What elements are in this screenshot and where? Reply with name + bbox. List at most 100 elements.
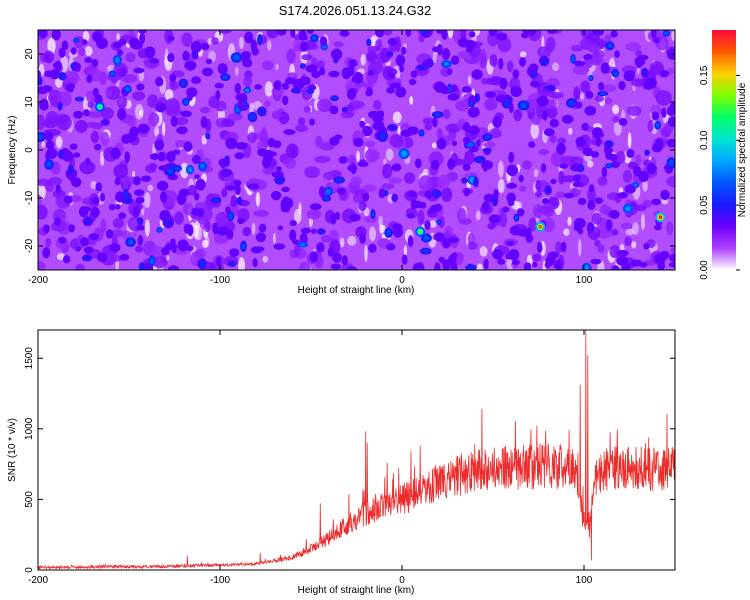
heatmap-trough bbox=[84, 46, 93, 57]
heatmap-peak bbox=[124, 151, 131, 164]
heatmap-peak bbox=[442, 48, 450, 60]
heatmap-peak bbox=[177, 239, 189, 252]
heatmap-cell bbox=[78, 47, 86, 57]
heatmap-peak bbox=[468, 31, 476, 38]
heatmap-cell bbox=[601, 84, 617, 93]
heatmap-peak bbox=[417, 262, 424, 270]
heatmap-peak bbox=[233, 179, 242, 187]
heatmap-peak bbox=[601, 166, 608, 178]
heatmap-trough bbox=[513, 201, 523, 209]
heatmap-cell bbox=[422, 117, 434, 125]
heatmap-peak bbox=[95, 182, 103, 192]
heatmap-peak-core bbox=[110, 71, 115, 76]
heatmap-peak bbox=[195, 178, 206, 191]
heatmap-trough bbox=[364, 244, 368, 263]
heatmap-peak-core bbox=[85, 218, 91, 224]
heatmap-peak-core bbox=[229, 262, 235, 266]
heatmap-peak bbox=[318, 186, 326, 198]
heatmap-cell bbox=[352, 193, 363, 203]
x-tick-label: 100 bbox=[576, 575, 593, 586]
heatmap-trough bbox=[179, 162, 189, 179]
heatmap-peak-core bbox=[520, 102, 527, 109]
heatmap-cell bbox=[635, 49, 643, 58]
heatmap-trough bbox=[47, 37, 56, 55]
heatmap-peak bbox=[485, 91, 496, 99]
heatmap-cell bbox=[181, 32, 193, 47]
heatmap-peak bbox=[237, 217, 245, 225]
heatmap-cell bbox=[479, 55, 487, 69]
heatmap-peak-core bbox=[199, 260, 205, 267]
heatmap-cell bbox=[56, 114, 72, 131]
heatmap-peak bbox=[410, 70, 418, 78]
heatmap-cell bbox=[573, 86, 581, 101]
heatmap-cell bbox=[404, 172, 416, 184]
heatmap-peak-core bbox=[599, 92, 606, 95]
heatmap-cell bbox=[506, 60, 514, 73]
heatmap-trough bbox=[264, 81, 273, 97]
heatmap-max-peak-center bbox=[538, 225, 543, 229]
x-tick-label: 100 bbox=[576, 275, 593, 286]
heatmap-peak bbox=[667, 116, 675, 127]
colorbar-tick-label: 0.10 bbox=[699, 130, 710, 150]
heatmap-peak bbox=[311, 70, 321, 79]
heatmap-trough bbox=[255, 192, 261, 207]
heatmap-peak bbox=[432, 46, 441, 53]
heatmap-cell bbox=[321, 234, 331, 243]
y-tick-label: -20 bbox=[24, 238, 35, 253]
heatmap-peak bbox=[140, 124, 148, 132]
heatmap-peak bbox=[54, 217, 61, 226]
heatmap-peak-core bbox=[571, 56, 575, 62]
heatmap-peak bbox=[488, 30, 498, 37]
heatmap-peak-core bbox=[127, 239, 134, 245]
heatmap-peak bbox=[309, 118, 315, 126]
heatmap-cell bbox=[596, 229, 613, 239]
x-tick-label: 0 bbox=[399, 275, 405, 286]
heatmap-peak bbox=[528, 141, 536, 148]
heatmap-peak-core bbox=[645, 151, 649, 155]
heatmap-peak bbox=[386, 87, 395, 94]
heatmap-peak bbox=[144, 46, 156, 58]
heatmap-peak bbox=[556, 143, 566, 155]
heatmap-peak-core bbox=[245, 88, 250, 93]
heatmap-cell bbox=[666, 175, 675, 188]
heatmap-peak bbox=[271, 171, 284, 178]
heatmap-cell bbox=[460, 30, 467, 40]
heatmap-peak bbox=[545, 255, 556, 266]
heatmap-peak bbox=[202, 67, 213, 77]
y-tick-label: 20 bbox=[24, 48, 35, 60]
heatmap-peak-core bbox=[222, 75, 229, 80]
heatmap-peak bbox=[68, 173, 75, 182]
heatmap-peak bbox=[191, 76, 202, 84]
heatmap-peak bbox=[434, 262, 441, 270]
heatmap-peak bbox=[511, 259, 520, 266]
heatmap-cell bbox=[333, 41, 344, 48]
heatmap-cell bbox=[499, 212, 508, 228]
heatmap-peak bbox=[461, 86, 472, 93]
heatmap-trough bbox=[397, 125, 401, 137]
heatmap-peak bbox=[113, 42, 123, 48]
snr-x-axis: -200 -100 0 100 bbox=[28, 330, 593, 586]
heatmap-cell bbox=[221, 188, 228, 198]
heatmap-peak bbox=[653, 37, 660, 44]
heatmap-cell bbox=[557, 137, 567, 145]
heatmap-cell bbox=[456, 251, 464, 262]
x-tick-label: 0 bbox=[399, 575, 405, 586]
heatmap-peak bbox=[573, 60, 586, 67]
heatmap-peak-core bbox=[124, 198, 131, 203]
heatmap-peak bbox=[46, 147, 58, 160]
heatmap-peak bbox=[419, 201, 427, 209]
heatmap-peak bbox=[367, 70, 374, 76]
heatmap-peak-core bbox=[418, 65, 426, 70]
heatmap-cell bbox=[519, 185, 527, 192]
heatmap-cell bbox=[375, 39, 383, 51]
heatmap-peak bbox=[424, 220, 431, 230]
heatmap-cell bbox=[175, 117, 189, 126]
heatmap-peak bbox=[386, 243, 396, 251]
heatmap-peak bbox=[353, 137, 364, 147]
heatmap-peak bbox=[366, 87, 373, 94]
heatmap-cell bbox=[573, 65, 589, 75]
heatmap-peak-core bbox=[668, 159, 674, 167]
heatmap-peak bbox=[546, 30, 558, 35]
heatmap-cell bbox=[105, 85, 121, 101]
heatmap-peak-core bbox=[323, 196, 329, 201]
